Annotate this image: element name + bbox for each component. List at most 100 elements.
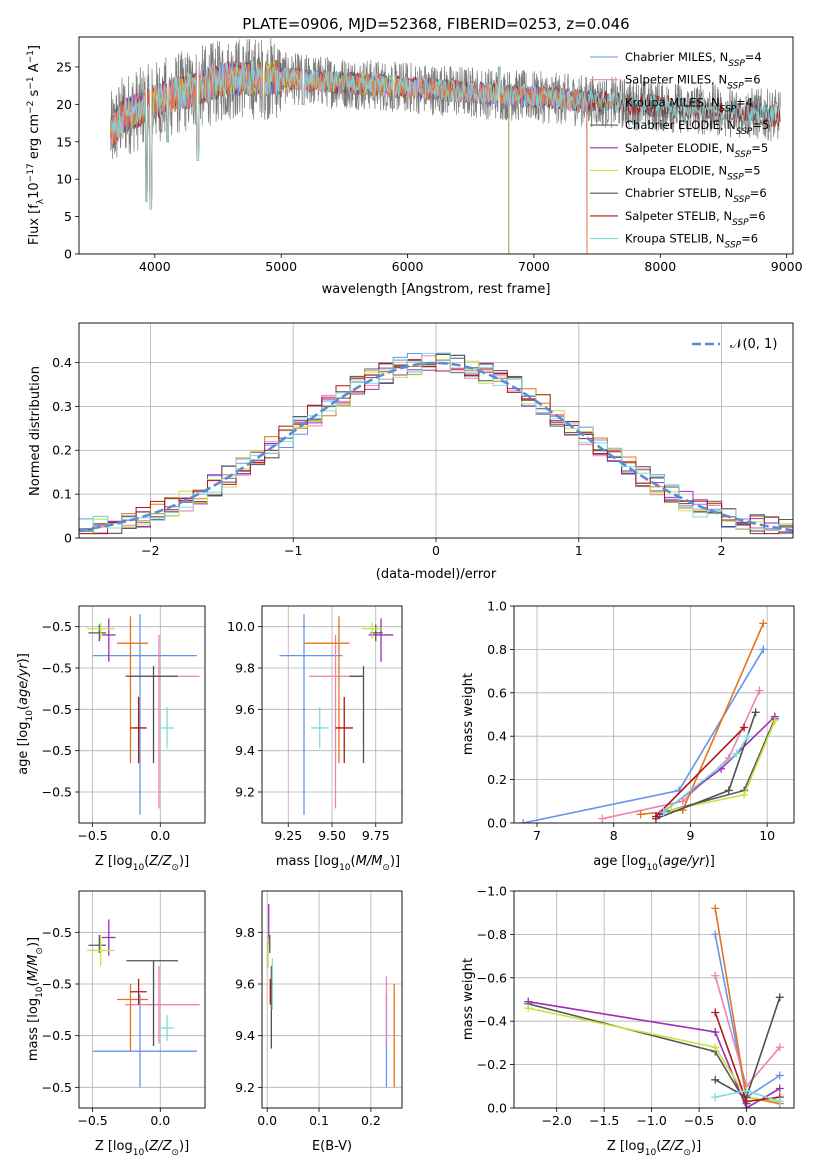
errorbar-point: [309, 634, 362, 809]
histogram-kroupa-stelib: [79, 352, 793, 538]
y-axis-label: Flux [fλ10−17 erg cm−2 s−1 A−1]: [26, 45, 46, 245]
x-axis-label: wavelength [Angstrom, rest frame]: [322, 282, 551, 297]
weight-marker: [751, 708, 760, 717]
errorbar-point: [87, 622, 115, 640]
y-tick-label: 0.3: [52, 399, 72, 414]
x-tick-label: −0.5: [77, 828, 107, 843]
y-tick-label: 15: [56, 134, 72, 149]
errorbar-point: [116, 616, 149, 764]
errorbar-point: [88, 624, 107, 642]
y-tick-label: −0.5: [42, 743, 72, 758]
errorbar-point: [116, 984, 149, 1052]
normal-reference-curve: [79, 361, 793, 532]
weight-marker: [651, 812, 660, 821]
y-tick-label: 9.8: [235, 925, 255, 940]
y-tick-label: 0: [64, 531, 72, 546]
weight-line: [714, 908, 780, 1105]
weight-line: [528, 1000, 781, 1108]
y-tick-label: 9.4: [235, 743, 255, 758]
legend-entry: 𝒩(0, 1): [730, 337, 777, 352]
weight-marker: [732, 749, 741, 758]
plot-area: [524, 904, 784, 1108]
weight-marker: [711, 904, 720, 913]
weight-marker: [711, 1075, 720, 1084]
y-tick-label: 20: [56, 97, 72, 112]
y-tick-label: −0.5: [42, 977, 72, 992]
errorbar-point: [160, 1015, 174, 1041]
errorbar-point: [160, 707, 174, 749]
y-tick-label: 9.2: [235, 1080, 255, 1095]
weight-series: [636, 619, 768, 819]
x-tick-label: −2.0: [542, 1113, 572, 1128]
x-tick-label: 1: [575, 543, 583, 558]
grid-lines: [79, 891, 205, 1108]
y-tick-label: 0.2: [487, 772, 507, 787]
y-tick-label: −0.4: [477, 1014, 507, 1029]
weight-vs-metallicity-panel: −2.0 −1.5 −1.0 −0.5 0.0 0.0 −0.2 −0.4 −0.6 −0.8 −1…: [461, 884, 795, 1158]
plot-frame: [78, 890, 206, 1109]
errorbar-point: [304, 616, 350, 764]
y-axis-label: age [log10(age/yr)]: [16, 653, 35, 775]
weight-series: [711, 904, 784, 1108]
legend-entry: Salpeter MILES, NSSP=6: [625, 73, 761, 92]
plot-area: [79, 352, 793, 538]
mass-vs-metallicity-panel: −0.5 0.0 −0.5 −0.5 −0.5 −0.5 Z [log10(Z/Z⊙)] ma…: [26, 890, 206, 1158]
errorbar-point: [87, 934, 115, 966]
x-tick-label: 0.0: [737, 1113, 757, 1128]
weight-marker: [775, 1043, 784, 1052]
weight-marker: [711, 930, 720, 939]
y-tick-label: 0.8: [487, 642, 507, 657]
errorbar-point: [126, 665, 178, 764]
x-tick-label: 9000: [771, 259, 803, 274]
legend-entry: Chabrier STELIB, NSSP=6: [625, 186, 767, 205]
y-tick-label: 0.0: [487, 1101, 507, 1116]
x-tick-label: 10: [759, 828, 775, 843]
weight-marker: [724, 786, 733, 795]
y-axis-label: mass [log10(M/M⊙)]: [26, 937, 45, 1061]
errorbar-point: [125, 965, 200, 1044]
figure-title: PLATE=0906, MJD=52368, FIBERID=0253, z=0…: [242, 15, 629, 33]
spectrum-panel: 4000 5000 6000 7000 8000 9000 0 5 10 15 20 25 Chabri…: [26, 36, 803, 297]
weight-marker: [659, 808, 668, 817]
x-tick-label: 2: [718, 543, 726, 558]
y-tick-label: 0.6: [487, 685, 507, 700]
x-tick-label: −0.5: [77, 1113, 107, 1128]
plot-area: [110, 38, 781, 254]
weight-series: [524, 997, 784, 1108]
weight-marker: [678, 797, 687, 806]
errorbar-point: [102, 618, 116, 662]
y-tick-label: 10: [56, 172, 72, 187]
weight-marker: [711, 1008, 720, 1017]
grid-lines: [262, 891, 402, 1108]
y-tick-label: 1.0: [487, 599, 507, 614]
errorbar-point: [311, 707, 329, 749]
weight-series: [651, 723, 749, 821]
y-tick-label: 9.2: [235, 785, 255, 800]
weight-marker: [519, 819, 528, 823]
x-tick-label: 0.0: [150, 828, 170, 843]
weight-marker: [755, 686, 764, 695]
y-tick-label: 0.2: [52, 443, 72, 458]
plot-area: [519, 619, 779, 823]
legend-entry: Kroupa ELODIE, NSSP=5: [625, 164, 761, 183]
y-axis-label: mass weight: [461, 673, 476, 755]
weight-marker: [775, 1084, 784, 1093]
weight-marker: [759, 619, 768, 628]
y-tick-label: 0.1: [52, 487, 72, 502]
legend-entry: Salpeter ELODIE, NSSP=5: [625, 141, 768, 160]
errorbar-point: [92, 994, 197, 1088]
x-tick-label: 0.1: [309, 1113, 329, 1128]
weight-marker: [743, 732, 752, 741]
plot-frame: [261, 605, 403, 824]
weight-series: [659, 732, 752, 817]
weight-line: [714, 934, 781, 1099]
y-tick-label: −0.5: [42, 785, 72, 800]
x-tick-label: 7000: [518, 259, 550, 274]
errorbar-point: [335, 696, 353, 764]
y-tick-label: −0.5: [42, 661, 72, 676]
x-tick-label: −1.5: [589, 1113, 619, 1128]
weight-series: [711, 971, 784, 1091]
weight-marker: [711, 1043, 720, 1052]
weight-marker: [770, 717, 779, 726]
